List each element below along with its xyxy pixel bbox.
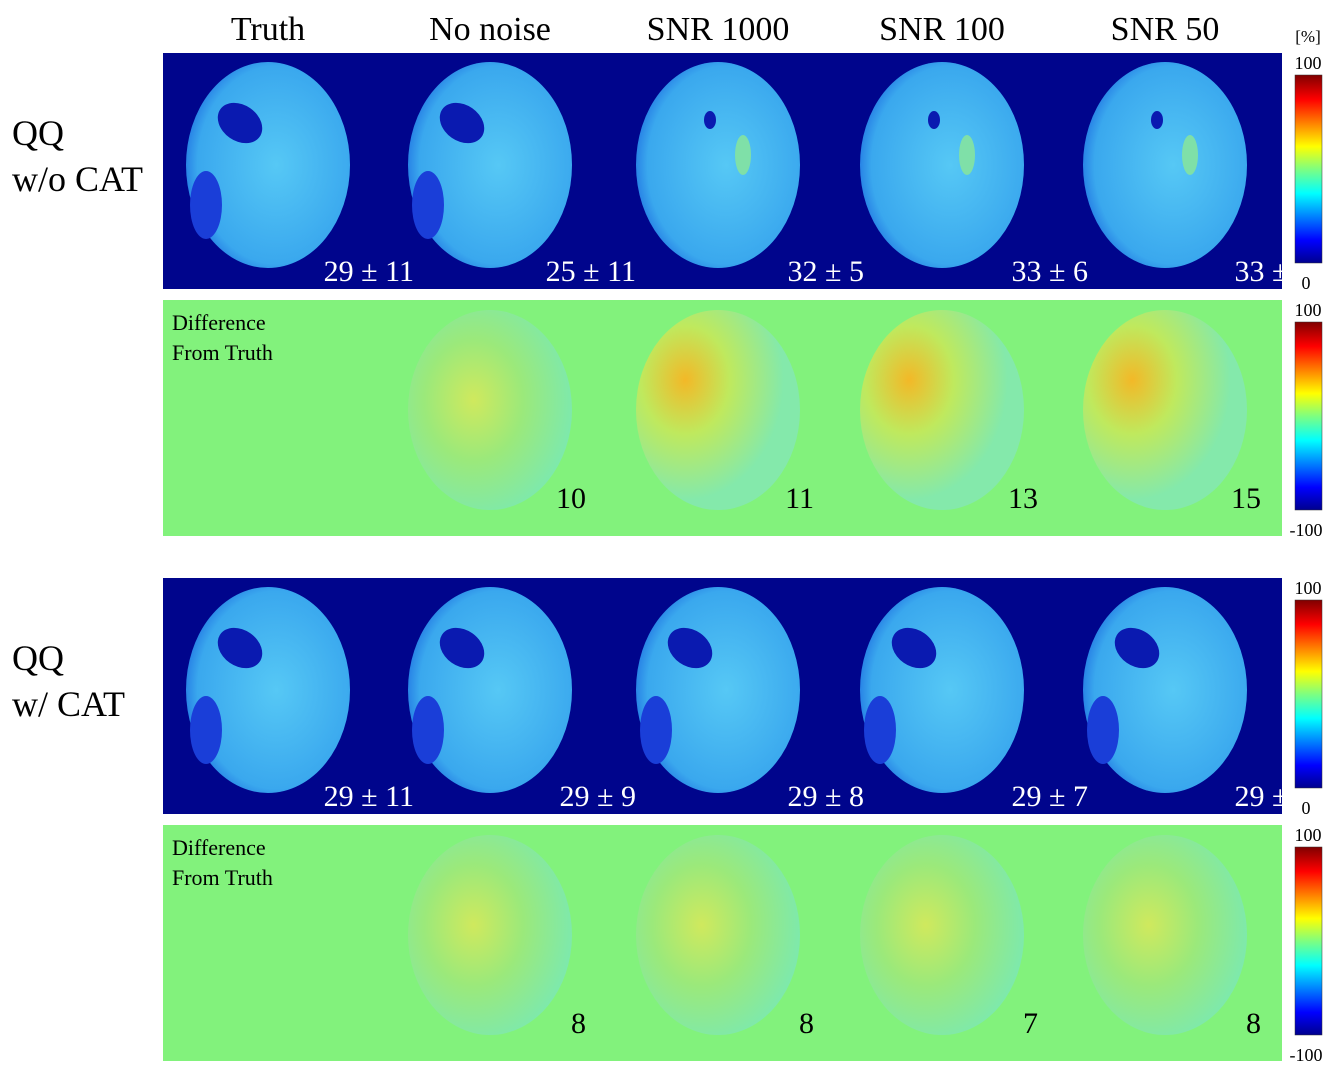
brain-map bbox=[636, 62, 800, 268]
row-label: w/o CAT bbox=[12, 159, 143, 199]
column-header: SNR 100 bbox=[879, 11, 1005, 48]
lesion bbox=[190, 696, 222, 764]
brain-difference bbox=[636, 310, 800, 510]
structure bbox=[1182, 135, 1198, 175]
map-stat: 25 ± 11 bbox=[546, 255, 636, 288]
difference-value: 8 bbox=[571, 1007, 586, 1040]
column-header: No noise bbox=[429, 11, 551, 48]
colorbar-label: 100 bbox=[1295, 825, 1322, 845]
brain-difference bbox=[860, 310, 1024, 510]
difference-title: From Truth bbox=[172, 340, 273, 365]
colorbar bbox=[1295, 75, 1322, 263]
difference-value: 10 bbox=[556, 482, 586, 515]
colorbar bbox=[1295, 322, 1322, 510]
colorbar-label: 0 bbox=[1302, 798, 1311, 818]
difference-value: 15 bbox=[1231, 482, 1261, 515]
difference-title: Difference bbox=[172, 310, 266, 335]
colorbar-label: -100 bbox=[1290, 1045, 1323, 1065]
brain-difference bbox=[636, 835, 800, 1035]
body: Truth No noise SNR 1000 SNR 100 SNR 50 [%] QQ w… bbox=[0, 0, 1342, 1066]
colorbar-label: 100 bbox=[1295, 300, 1322, 320]
difference-value: 8 bbox=[1246, 1007, 1261, 1040]
map-stat: 33 ± 6 bbox=[1012, 255, 1088, 288]
brain-difference bbox=[408, 835, 572, 1035]
brain-map bbox=[1083, 62, 1247, 268]
colorbar bbox=[1295, 600, 1322, 788]
brain-difference bbox=[860, 835, 1024, 1035]
map-stat: 29 ± 11 bbox=[324, 780, 414, 813]
brain-difference bbox=[408, 310, 572, 510]
difference-title: Difference bbox=[172, 835, 266, 860]
colorbar-label: 100 bbox=[1295, 578, 1322, 598]
colorbar bbox=[1295, 847, 1322, 1035]
ventricle bbox=[1151, 111, 1163, 129]
row-label: QQ bbox=[12, 638, 64, 678]
brain-difference bbox=[1083, 310, 1247, 510]
column-header: SNR 50 bbox=[1111, 11, 1220, 48]
difference-value: 8 bbox=[799, 1007, 814, 1040]
lesion bbox=[864, 696, 896, 764]
lesion bbox=[412, 171, 444, 239]
row-label: w/ CAT bbox=[12, 684, 125, 724]
ventricle bbox=[928, 111, 940, 129]
colorbar-label: 100 bbox=[1295, 53, 1322, 73]
brain-difference bbox=[1083, 835, 1247, 1035]
lesion bbox=[640, 696, 672, 764]
lesion bbox=[412, 696, 444, 764]
figure: Truth No noise SNR 1000 SNR 100 SNR 50 [%] QQ w… bbox=[0, 0, 1342, 1066]
brain-map bbox=[860, 62, 1024, 268]
lesion bbox=[190, 171, 222, 239]
column-header: Truth bbox=[231, 11, 305, 48]
map-stat: 29 ± 11 bbox=[324, 255, 414, 288]
difference-title: From Truth bbox=[172, 865, 273, 890]
column-header: SNR 1000 bbox=[647, 11, 790, 48]
map-stat: 29 ± 7 bbox=[1012, 780, 1088, 813]
map-stat: 32 ± 5 bbox=[788, 255, 864, 288]
lesion bbox=[1087, 696, 1119, 764]
unit-label: [%] bbox=[1295, 27, 1320, 46]
page: {"columns": ["Truth", "No noise", "SNR 1… bbox=[0, 0, 1342, 1066]
colorbar-label: 0 bbox=[1302, 273, 1311, 293]
structure bbox=[735, 135, 751, 175]
map-stat: 29 ± 9 bbox=[560, 780, 636, 813]
difference-value: 7 bbox=[1023, 1007, 1038, 1040]
row-label: QQ bbox=[12, 113, 64, 153]
map-stat: 29 ± 8 bbox=[788, 780, 864, 813]
colorbar-label: -100 bbox=[1290, 520, 1323, 540]
ventricle bbox=[704, 111, 716, 129]
structure bbox=[959, 135, 975, 175]
difference-value: 11 bbox=[785, 482, 814, 515]
difference-value: 13 bbox=[1008, 482, 1038, 515]
